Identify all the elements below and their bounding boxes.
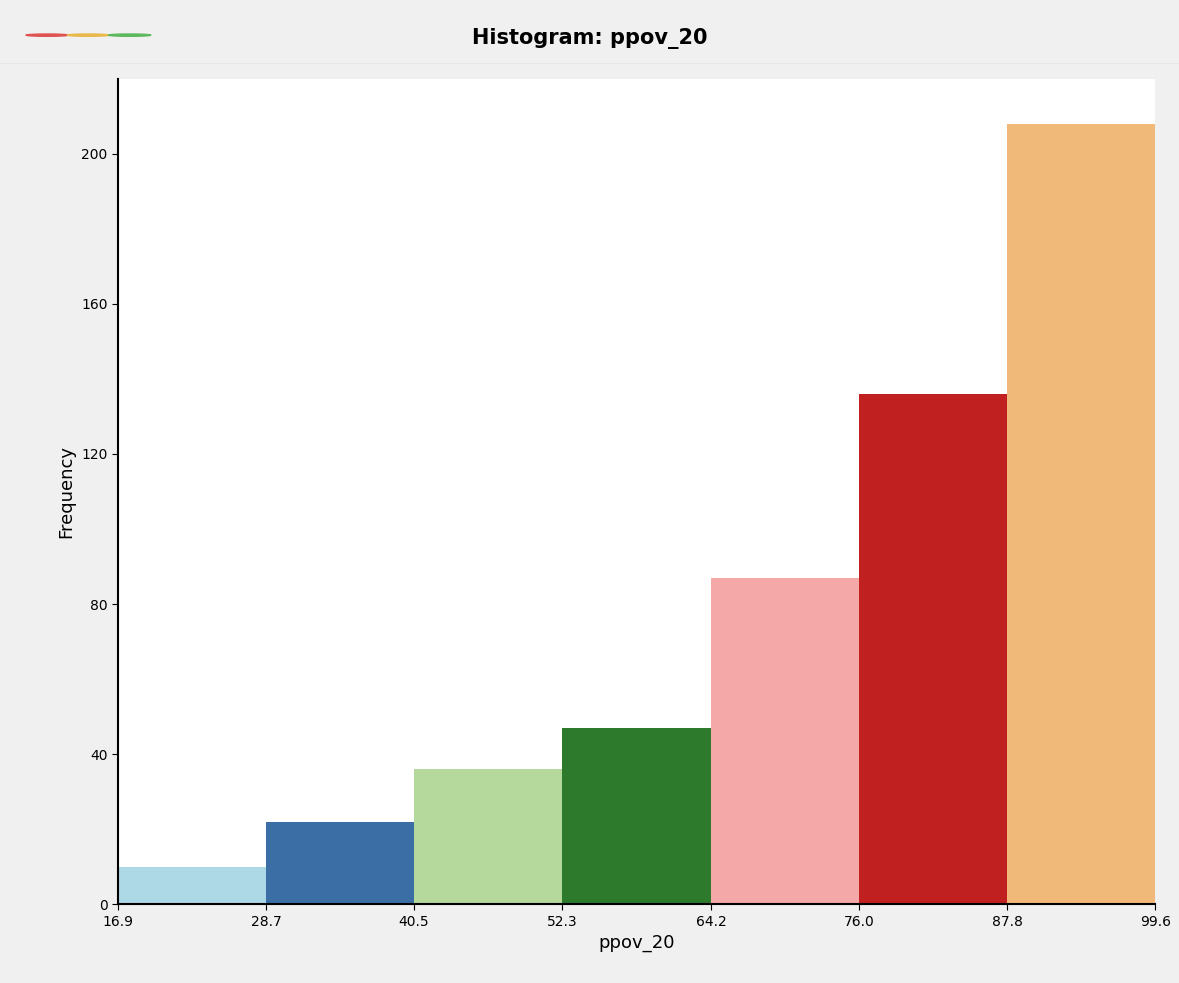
Bar <box>414 770 562 904</box>
Circle shape <box>26 34 68 36</box>
Bar <box>562 728 711 904</box>
Bar <box>711 578 859 904</box>
Bar <box>1007 124 1155 904</box>
X-axis label: ppov_20: ppov_20 <box>599 934 674 953</box>
Circle shape <box>108 34 151 36</box>
Bar <box>118 867 266 904</box>
Y-axis label: Frequency: Frequency <box>58 445 75 538</box>
Bar <box>859 394 1007 904</box>
Bar <box>266 822 414 904</box>
Circle shape <box>67 34 110 36</box>
Text: Histogram: ppov_20: Histogram: ppov_20 <box>472 28 707 49</box>
